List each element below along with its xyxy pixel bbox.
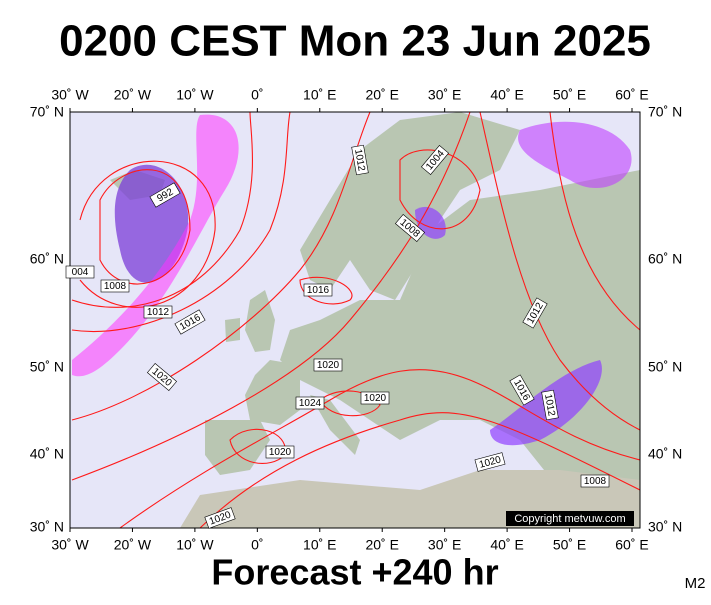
- isobar-label-box: [143, 305, 173, 319]
- latitude-label: 40˚ N: [648, 446, 682, 462]
- isobar-label-box: [149, 182, 181, 208]
- isobar-label-box: [65, 265, 95, 279]
- isobar-label: 1008: [100, 279, 130, 293]
- britain: [245, 290, 275, 352]
- isobar-label-box: [509, 374, 535, 406]
- longitude-label: 20˚ E: [365, 537, 398, 553]
- longitude-label: 0˚: [251, 87, 263, 103]
- map-title: 0200 CEST Mon 23 Jun 2025: [59, 17, 651, 66]
- isobar-label-text: 1012: [352, 148, 367, 172]
- map-frame: [69, 111, 641, 529]
- isobar-label-text: 1012: [147, 307, 170, 318]
- longitude-label: 50˚ E: [553, 87, 586, 103]
- ireland: [225, 318, 240, 342]
- isobar-label-text: 1024: [299, 398, 322, 409]
- isobar-label-box: [580, 474, 610, 488]
- isobars: [71, 112, 640, 528]
- longitude-label: 20˚ E: [365, 87, 398, 103]
- isobar-label: 1016: [303, 283, 333, 297]
- latitude-label: 50˚ N: [648, 359, 682, 375]
- italy: [310, 395, 360, 455]
- longitude-label: 10˚ W: [176, 537, 214, 553]
- latitude-label: 70˚ N: [648, 104, 682, 120]
- isobar-label: 1012: [351, 144, 369, 176]
- isobar-label-box: [303, 283, 333, 297]
- iberia: [205, 420, 270, 475]
- longitude-label: 60˚ E: [615, 87, 648, 103]
- longitude-label: 30˚ E: [428, 87, 461, 103]
- model-id: M2: [685, 575, 706, 592]
- latitude-label: 30˚ N: [648, 519, 682, 535]
- isobar-label-box: [420, 144, 450, 176]
- isobar-label-text: 1020: [364, 393, 387, 404]
- longitude-label: 60˚ E: [615, 537, 648, 553]
- isobar-label-box: [360, 391, 390, 405]
- longitude-label: 30˚ W: [51, 87, 89, 103]
- isobar-label-box: [474, 452, 506, 472]
- isobar-label-box: [541, 389, 559, 421]
- isobar-label: 1012: [143, 305, 173, 319]
- longitude-label: 30˚ E: [428, 537, 461, 553]
- france: [245, 360, 300, 425]
- longitude-label: 50˚ E: [553, 537, 586, 553]
- latitude-label: 60˚ N: [30, 251, 64, 267]
- longitude-label: 30˚ W: [51, 537, 89, 553]
- isobar-label-text: 004: [72, 267, 89, 278]
- isobar-label: 1020: [313, 358, 343, 372]
- isobar-label: 1012: [541, 389, 559, 421]
- isobar-label-text: 1020: [317, 360, 340, 371]
- isobar-label-text: 1008: [104, 281, 127, 292]
- copyright: Copyright metvuw.com: [514, 513, 625, 525]
- longitude-label: 40˚ E: [490, 537, 523, 553]
- longitude-label: 10˚ W: [176, 87, 214, 103]
- isobar-label-box: [100, 279, 130, 293]
- copyright-box: [506, 511, 634, 526]
- isobar-label: 1020: [360, 391, 390, 405]
- latitude-label: 30˚ N: [30, 519, 64, 535]
- latitude-label: 40˚ N: [30, 446, 64, 462]
- isobar-label-box: [146, 362, 178, 392]
- isobar-label-box: [394, 213, 426, 243]
- isobar-label: 1024: [295, 396, 325, 410]
- longitude-label: 40˚ E: [490, 87, 523, 103]
- longitude-label: 20˚ W: [114, 87, 152, 103]
- precip-band: [72, 114, 239, 377]
- isobar-label-text: 1012: [542, 393, 557, 417]
- isobar-label-text: 1020: [269, 447, 292, 458]
- isobar-label: 1020: [474, 452, 506, 472]
- isobar-label-text: 1008: [584, 476, 607, 487]
- latitude-label: 60˚ N: [648, 251, 682, 267]
- isobar-label: 004: [65, 265, 95, 279]
- isobar-label-box: [522, 297, 548, 329]
- axes: 30˚ W 30˚ W 20˚ W 20˚ W 10˚ W 10˚ W 0˚ 0˚ 10˚ E 1…: [30, 87, 682, 553]
- isobar-label: 1020: [265, 445, 295, 459]
- latitude-label: 70˚ N: [30, 104, 64, 120]
- isobar-label-box: [204, 507, 236, 529]
- longitude-label: 10˚ E: [303, 537, 336, 553]
- isobar-label-box: [295, 396, 325, 410]
- isobar-label-box: [313, 358, 343, 372]
- isobar-label-box: [174, 309, 206, 335]
- mainland: [280, 170, 640, 528]
- isobar-label-box: [351, 144, 369, 176]
- longitude-label: 10˚ E: [303, 87, 336, 103]
- forecast-hour: Forecast +240 hr: [211, 552, 498, 593]
- longitude-label: 0˚: [251, 537, 263, 553]
- longitude-label: 20˚ W: [114, 537, 152, 553]
- latitude-label: 50˚ N: [30, 359, 64, 375]
- isobar-label: 1008: [580, 474, 610, 488]
- isobar-label-box: [265, 445, 295, 459]
- precip-north: [518, 121, 632, 189]
- isobar-label-text: 1016: [307, 285, 330, 296]
